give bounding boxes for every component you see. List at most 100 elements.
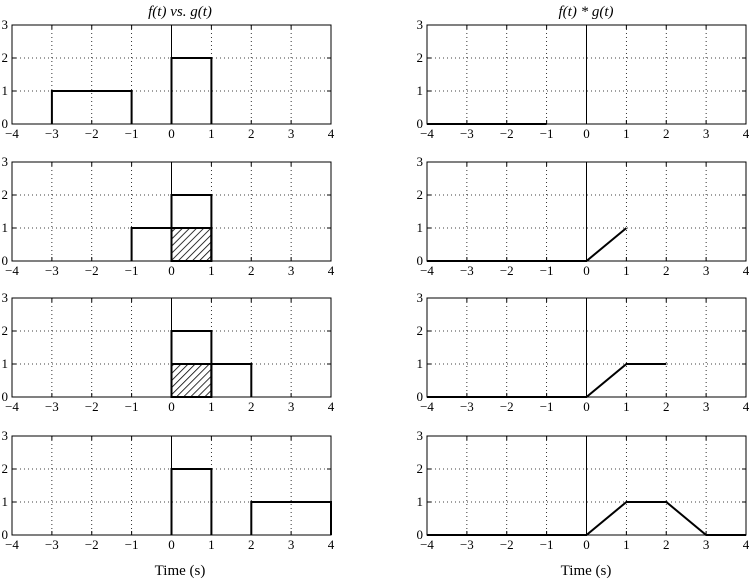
x-tick-label: 2 (663, 263, 670, 278)
panel-right-3: −4 −3 −2 −1 0 1 2 3 4 0 1 2 3 (417, 290, 749, 414)
series-line-2 (130, 227, 213, 261)
left-x-axis-label: Time (s) (155, 563, 206, 579)
y-tick-label: 3 (2, 290, 9, 305)
y-tick-label: 3 (417, 17, 424, 32)
y-tick-label: 0 (417, 527, 424, 542)
x-tick-label: 0 (583, 537, 590, 552)
y-tick-label: 1 (2, 494, 9, 509)
series-line-1 (170, 57, 213, 124)
x-tick-label: −1 (125, 263, 139, 278)
y-tick-label: 2 (417, 50, 424, 65)
x-tick-label: −3 (460, 126, 474, 141)
x-tick-label: 1 (623, 126, 630, 141)
overlap-hatched-region (170, 227, 213, 262)
y-tick-label: 2 (2, 187, 9, 202)
x-tick-label: 1 (623, 399, 630, 414)
x-tick-label: 0 (583, 399, 590, 414)
right-x-axis-label: Time (s) (561, 563, 612, 579)
y-tick-label: 0 (417, 253, 424, 268)
x-tick-label: −1 (540, 263, 554, 278)
y-tick-label: 1 (417, 494, 424, 509)
x-tick-label: 3 (288, 126, 295, 141)
x-tick-label: 0 (168, 399, 175, 414)
x-tick-label: −4 (420, 263, 434, 278)
x-tick-label: 4 (743, 263, 749, 278)
x-tick-label: −4 (420, 537, 434, 552)
x-tick-label: 0 (168, 537, 175, 552)
x-tick-label: −1 (125, 537, 139, 552)
y-tick-label: 3 (2, 17, 9, 32)
x-tick-label: 4 (328, 126, 335, 141)
x-tick-label: 4 (743, 537, 749, 552)
panel-right-2: −4 −3 −2 −1 0 1 2 3 4 0 1 2 3 (417, 154, 749, 278)
series-line-2 (50, 90, 133, 124)
series-line-1 (427, 227, 628, 262)
x-tick-label: −2 (85, 399, 99, 414)
x-tick-label: −2 (500, 126, 514, 141)
x-tick-label: 1 (623, 537, 630, 552)
y-tick-label: 2 (2, 323, 9, 338)
x-tick-label: −1 (540, 399, 554, 414)
series-line-1 (427, 363, 667, 398)
x-tick-label: 1 (208, 537, 215, 552)
y-tick-label: 1 (2, 83, 9, 98)
x-tick-label: 3 (703, 399, 710, 414)
x-tick-label: −3 (460, 263, 474, 278)
x-tick-label: −4 (5, 537, 19, 552)
x-tick-label: −2 (85, 537, 99, 552)
x-tick-label: 1 (208, 126, 215, 141)
left-column-title: f(t) vs. g(t) (148, 4, 212, 20)
y-tick-label: 1 (2, 356, 9, 371)
panel-left-1: −4 −3 −2 −1 0 1 2 3 4 0 1 2 3 (2, 17, 335, 141)
x-tick-label: −1 (125, 126, 139, 141)
x-tick-label: −3 (45, 537, 59, 552)
x-tick-label: 1 (208, 399, 215, 414)
y-tick-label: 2 (417, 323, 424, 338)
overlap-hatched-region (170, 363, 213, 398)
x-tick-label: 3 (703, 126, 710, 141)
x-tick-label: 2 (248, 399, 255, 414)
y-tick-label: 1 (417, 83, 424, 98)
x-tick-label: −4 (420, 126, 434, 141)
series-line-2 (250, 501, 332, 535)
y-tick-label: 3 (417, 428, 424, 443)
x-tick-label: −2 (500, 399, 514, 414)
panel-left-2: −4 −3 −2 −1 0 1 2 3 4 0 1 2 3 (2, 154, 335, 278)
x-tick-label: 4 (328, 537, 335, 552)
x-tick-label: −1 (540, 126, 554, 141)
x-tick-label: 2 (248, 126, 255, 141)
x-tick-label: 0 (583, 126, 590, 141)
x-tick-label: 3 (703, 537, 710, 552)
x-tick-label: −3 (45, 126, 59, 141)
y-tick-label: 0 (2, 116, 9, 131)
x-tick-label: 2 (248, 537, 255, 552)
y-tick-label: 3 (417, 290, 424, 305)
x-tick-label: 3 (288, 263, 295, 278)
x-tick-label: 2 (248, 263, 255, 278)
panel-left-3: −4 −3 −2 −1 0 1 2 3 4 0 1 2 3 (2, 290, 335, 414)
x-tick-label: −3 (45, 399, 59, 414)
x-tick-label: 4 (743, 399, 749, 414)
x-tick-label: 1 (208, 263, 215, 278)
x-tick-label: −4 (5, 126, 19, 141)
y-tick-label: 2 (2, 461, 9, 476)
x-tick-label: 3 (288, 399, 295, 414)
x-tick-label: 0 (168, 263, 175, 278)
y-tick-label: 0 (417, 389, 424, 404)
series-line-2 (170, 363, 253, 397)
y-tick-label: 0 (2, 527, 9, 542)
y-tick-label: 2 (2, 50, 9, 65)
y-tick-label: 0 (2, 253, 9, 268)
x-tick-label: −2 (500, 537, 514, 552)
series-line-1 (170, 468, 213, 535)
x-tick-label: −4 (5, 399, 19, 414)
y-tick-label: 1 (417, 220, 424, 235)
x-tick-label: −1 (540, 537, 554, 552)
x-tick-label: 3 (288, 537, 295, 552)
x-tick-label: −3 (45, 263, 59, 278)
panel-right-4: −4 −3 −2 −1 0 1 2 3 4 0 1 2 3 (417, 428, 749, 552)
x-tick-label: −2 (500, 263, 514, 278)
x-tick-label: 4 (328, 399, 335, 414)
y-tick-label: 3 (2, 154, 9, 169)
